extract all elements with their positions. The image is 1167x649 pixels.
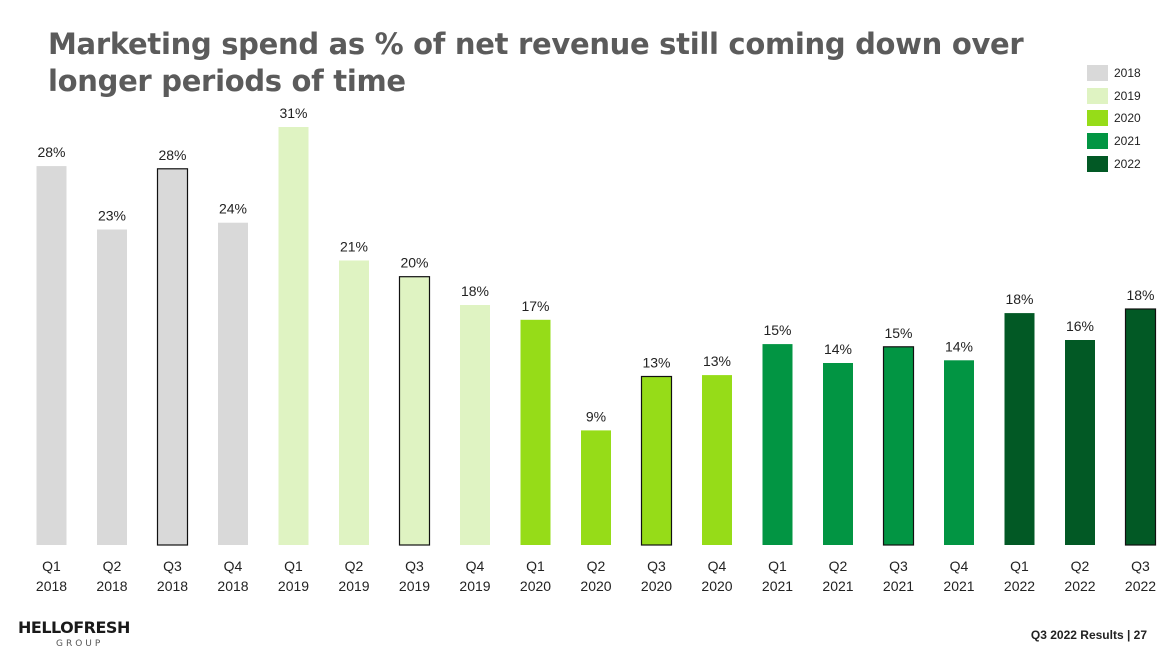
bar-q3-2021: [882, 346, 915, 546]
data-label: 16%: [1066, 318, 1094, 334]
legend-swatch: [1087, 65, 1108, 82]
bar-q3-2022: [1124, 308, 1157, 546]
x-tick-quarter: Q3: [163, 558, 182, 574]
x-tick-quarter: Q1: [284, 558, 303, 574]
x-tick-year: 2021: [943, 578, 974, 594]
data-label: 23%: [98, 208, 126, 224]
bar-q2-2022: [1065, 340, 1095, 545]
legend-item-2019: 2019: [1087, 85, 1141, 108]
bar-q1-2021: [762, 344, 793, 545]
bar-q2-2018: [97, 229, 127, 545]
data-label: 28%: [158, 147, 186, 163]
x-tick-year: 2019: [278, 578, 309, 594]
x-tick-quarter: Q2: [587, 558, 606, 574]
x-tick-year: 2018: [217, 578, 248, 594]
legend-item-2018: 2018: [1087, 62, 1141, 85]
data-label: 20%: [400, 255, 428, 271]
footer-page-info: Q3 2022 Results | 27: [1030, 628, 1147, 642]
x-tick-year: 2020: [580, 578, 611, 594]
bar-q2-2020: [581, 430, 611, 545]
x-tick-quarter: Q2: [103, 558, 122, 574]
bar-q2-2019: [339, 260, 369, 545]
x-tick-quarter: Q1: [1010, 558, 1029, 574]
data-label: 18%: [1005, 291, 1033, 307]
legend-item-2021: 2021: [1087, 130, 1141, 153]
x-tick-year: 2021: [762, 578, 793, 594]
bar-q3-2019: [398, 276, 431, 546]
data-label: 9%: [586, 408, 606, 424]
x-tick-quarter: Q2: [829, 558, 848, 574]
hellofresh-logo: HELLOFRESH: [18, 618, 130, 637]
bar-q1-2022: [1004, 313, 1035, 545]
bar-q1-2019: [278, 127, 309, 545]
x-tick-year: 2020: [701, 578, 732, 594]
bar-q4-2021: [944, 360, 974, 545]
x-tick-quarter: Q1: [768, 558, 787, 574]
x-tick-year: 2019: [459, 578, 490, 594]
x-tick-year: 2021: [822, 578, 853, 594]
data-label: 13%: [703, 353, 731, 369]
data-label: 18%: [1126, 287, 1154, 303]
x-tick-year: 2018: [36, 578, 67, 594]
legend-swatch: [1087, 110, 1108, 127]
bar-q2-2021: [823, 363, 853, 545]
data-label: 28%: [37, 144, 65, 160]
x-tick-quarter: Q3: [1131, 558, 1150, 574]
legend-item-2020: 2020: [1087, 107, 1141, 130]
x-tick-year: 2018: [157, 578, 188, 594]
bar-q1-2018: [36, 166, 67, 545]
x-tick-quarter: Q2: [345, 558, 364, 574]
legend-label: 2020: [1114, 111, 1141, 126]
x-tick-year: 2020: [641, 578, 672, 594]
bar-chart: 28% Q1 2018 23% Q2 2018 28% Q3 2018 24% Q4 2018 31% Q…: [36, 105, 1157, 594]
data-label: 24%: [219, 201, 247, 217]
x-tick-quarter: Q3: [405, 558, 424, 574]
x-tick-quarter: Q2: [1071, 558, 1090, 574]
data-label: 17%: [521, 298, 549, 314]
x-tick-quarter: Q3: [889, 558, 908, 574]
x-tick-quarter: Q3: [647, 558, 666, 574]
data-label: 13%: [642, 355, 670, 371]
data-label: 21%: [340, 239, 368, 255]
legend-label: 2022: [1114, 156, 1141, 171]
data-label: 14%: [824, 341, 852, 357]
x-tick-year: 2019: [399, 578, 430, 594]
bar-q3-2020: [640, 375, 673, 546]
data-label: 18%: [461, 283, 489, 299]
hellofresh-logo-group: GROUP: [56, 639, 104, 649]
x-tick-quarter: Q4: [224, 558, 243, 574]
data-label: 31%: [279, 105, 307, 121]
x-tick-year: 2018: [96, 578, 127, 594]
data-label: 15%: [884, 325, 912, 341]
x-tick-year: 2022: [1125, 578, 1156, 594]
legend-label: 2019: [1114, 88, 1141, 103]
data-label: 14%: [945, 338, 973, 354]
bar-q1-2020: [520, 319, 551, 545]
page-title: Marketing spend as % of net revenue stil…: [48, 27, 1024, 98]
legend-swatch: [1087, 155, 1108, 172]
legend-label: 2018: [1114, 66, 1141, 81]
bar-q4-2018: [218, 222, 248, 545]
chart-legend: 2018 2019 2020 2021 2022: [1087, 62, 1141, 175]
bar-q4-2019: [460, 305, 490, 545]
x-tick-year: 2020: [520, 578, 551, 594]
legend-label: 2021: [1114, 134, 1141, 149]
x-tick-quarter: Q4: [708, 558, 727, 574]
x-tick-quarter: Q4: [466, 558, 485, 574]
bar-q3-2018: [156, 168, 189, 546]
legend-swatch: [1087, 133, 1108, 150]
x-tick-quarter: Q1: [526, 558, 545, 574]
x-tick-year: 2021: [883, 578, 914, 594]
bar-q4-2020: [702, 375, 732, 545]
legend-swatch: [1087, 87, 1108, 104]
legend-item-2022: 2022: [1087, 152, 1141, 175]
x-tick-year: 2022: [1064, 578, 1095, 594]
x-tick-quarter: Q1: [42, 558, 61, 574]
x-tick-quarter: Q4: [950, 558, 969, 574]
x-tick-year: 2022: [1004, 578, 1035, 594]
data-label: 15%: [763, 322, 791, 338]
x-tick-year: 2019: [338, 578, 369, 594]
